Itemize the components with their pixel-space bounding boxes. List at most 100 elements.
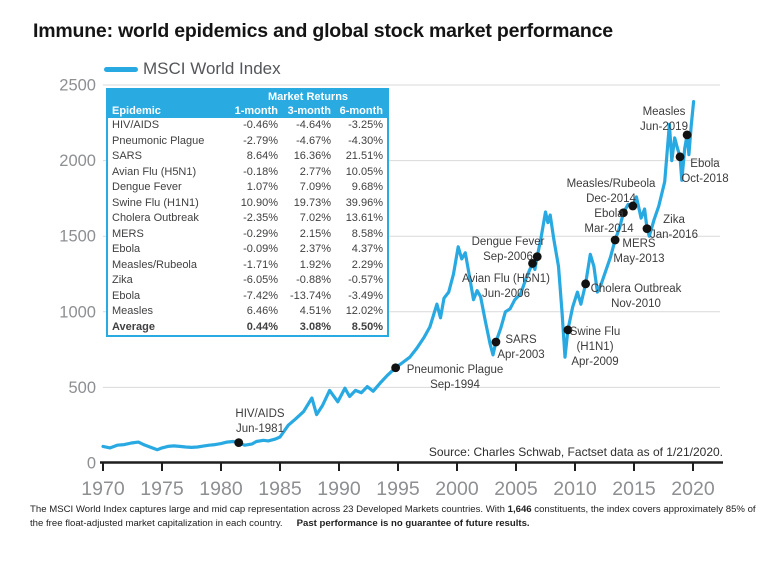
table-row: Measles/Rubeola -1.71% 1.92% 2.29% [107, 258, 388, 274]
footnote-text-1: The MSCI World Index captures large and … [30, 504, 508, 515]
return-cell: -7.42% [243, 289, 278, 302]
x-tick-label: 2005 [494, 478, 538, 500]
footnote-constituents: 1,646 [507, 504, 532, 515]
event-dot [563, 325, 573, 335]
table-row: Cholera Outbreak -2.35% 7.02% 13.61% [107, 211, 388, 227]
table-row: Avian Flu (H5N1) -0.18% 2.77% 10.05% [107, 165, 388, 181]
event-label: Cholera Outbreak [591, 283, 682, 295]
return-cell: 1.92% [299, 258, 331, 271]
table-row: Measles 6.46% 4.51% 12.02% [107, 304, 388, 320]
return-cell: -2.79% [243, 134, 278, 147]
footnote-text-2: constituents, the index covers approxima… [30, 504, 756, 529]
return-cell: 2.37% [299, 243, 331, 255]
event-label: Swine Flu [570, 326, 621, 338]
epidemic-cell: Ebola [112, 243, 141, 255]
y-tick-label: 2500 [59, 77, 96, 95]
event-dot [234, 438, 244, 447]
event-label: SARS [505, 334, 537, 346]
epidemic-cell: Swine Flu (H1N1) [112, 196, 199, 209]
table-group-header-row: Market Returns [107, 89, 388, 104]
return-cell: 13.61% [345, 212, 383, 224]
group-header-spacer [107, 89, 229, 104]
epidemic-cell: SARS [112, 150, 142, 162]
return-cell: -13.74% [290, 289, 331, 302]
return-cell: 1.07% [246, 181, 278, 193]
returns-table: Market Returns Epidemic 1-month 3-month … [106, 88, 389, 337]
epidemic-cell: Measles/Rubeola [112, 258, 197, 271]
event-label: Sep-1994 [430, 379, 480, 391]
x-tick-label: 1995 [376, 478, 420, 500]
event-label: Nov-2010 [611, 298, 661, 310]
return-cell: -6.05% [243, 274, 278, 286]
return-cell: 3.08% [299, 320, 331, 333]
event-dot [642, 224, 652, 234]
event-dot [491, 337, 501, 347]
event-label: Zika [663, 214, 685, 226]
return-cell: 0.44% [246, 320, 278, 333]
event-label: Dec-2014 [586, 193, 636, 205]
return-cell: 9.68% [351, 181, 383, 193]
table-row: Swine Flu (H1N1) 10.90% 19.73% 39.96% [107, 196, 388, 212]
col-header-epidemic: Epidemic [107, 104, 229, 118]
epidemic-cell: Avian Flu (H5N1) [112, 165, 197, 178]
event-label: Measles [643, 106, 686, 118]
col-header-3-month: 3-month [282, 104, 335, 118]
x-tick-label: 1970 [81, 478, 125, 500]
event-dot [581, 279, 591, 289]
event-dot [618, 208, 628, 218]
epidemic-cell: HIV/AIDS [112, 119, 160, 131]
group-header-label: Market Returns [229, 89, 388, 104]
x-tick-label: 1975 [140, 478, 184, 500]
return-cell: 8.64% [246, 150, 278, 162]
page-title: Immune: world epidemics and global stock… [33, 20, 613, 42]
event-dot [391, 363, 401, 373]
event-label: Jan-2016 [650, 229, 698, 241]
table-row: Ebola -0.09% 2.37% 4.37% [107, 242, 388, 258]
returns-table-body: HIV/AIDS -0.46% -4.64% -3.25% Pneumonic Plag… [107, 118, 388, 336]
footnote: The MSCI World Index captures large and … [30, 503, 760, 530]
table-row: Ebola -7.42% -13.74% -3.49% [107, 289, 388, 305]
return-cell: -3.25% [348, 119, 383, 131]
return-cell: 19.73% [293, 196, 331, 209]
event-label: Jun-2019 [640, 121, 688, 133]
return-cell: 16.36% [293, 150, 331, 162]
table-columns-row: Epidemic 1-month 3-month 6-month [107, 104, 388, 118]
y-tick-label: 2000 [59, 152, 96, 170]
epidemic-cell: MERS [112, 227, 144, 240]
return-cell: 4.51% [299, 305, 331, 317]
return-cell: -4.64% [296, 119, 331, 131]
event-label: Oct-2018 [681, 173, 728, 185]
legend-label: MSCI World Index [143, 59, 281, 78]
return-cell: 8.50% [351, 320, 383, 333]
y-tick-label: 1000 [59, 303, 96, 321]
table-row: HIV/AIDS -0.46% -4.64% -3.25% [107, 118, 388, 134]
epidemic-cell: Measles [112, 305, 153, 317]
return-cell: 2.29% [351, 258, 383, 271]
epidemic-cell: Dengue Fever [112, 181, 182, 193]
return-cell: -0.29% [243, 227, 278, 240]
event-label: (H1N1) [576, 341, 613, 353]
event-label: Ebola [690, 158, 720, 170]
return-cell: 8.58% [351, 227, 383, 240]
event-label: Pneumonic Plague [407, 364, 504, 376]
x-tick-label: 1980 [199, 478, 243, 500]
y-tick-label: 1500 [59, 228, 96, 246]
returns-table-header: Market Returns Epidemic 1-month 3-month … [107, 89, 388, 118]
return-cell: -4.67% [296, 134, 331, 147]
y-tick-label: 500 [68, 379, 96, 397]
x-tick-label: 1990 [317, 478, 361, 500]
return-cell: -1.71% [243, 258, 278, 271]
x-tick-label: 1985 [258, 478, 302, 500]
event-dot [682, 130, 692, 140]
return-cell: -0.09% [243, 243, 278, 255]
x-tick-label: 2020 [671, 478, 715, 500]
epidemic-cell: Cholera Outbreak [112, 212, 199, 224]
return-cell: -3.49% [348, 289, 383, 302]
event-dot [628, 201, 638, 211]
y-tick-label: 0 [87, 455, 96, 473]
epidemic-cell: Pneumonic Plague [112, 134, 205, 147]
event-dot [528, 259, 537, 268]
col-header-6-month: 6-month [335, 104, 388, 118]
table-row: MERS -0.29% 2.15% 8.58% [107, 227, 388, 243]
